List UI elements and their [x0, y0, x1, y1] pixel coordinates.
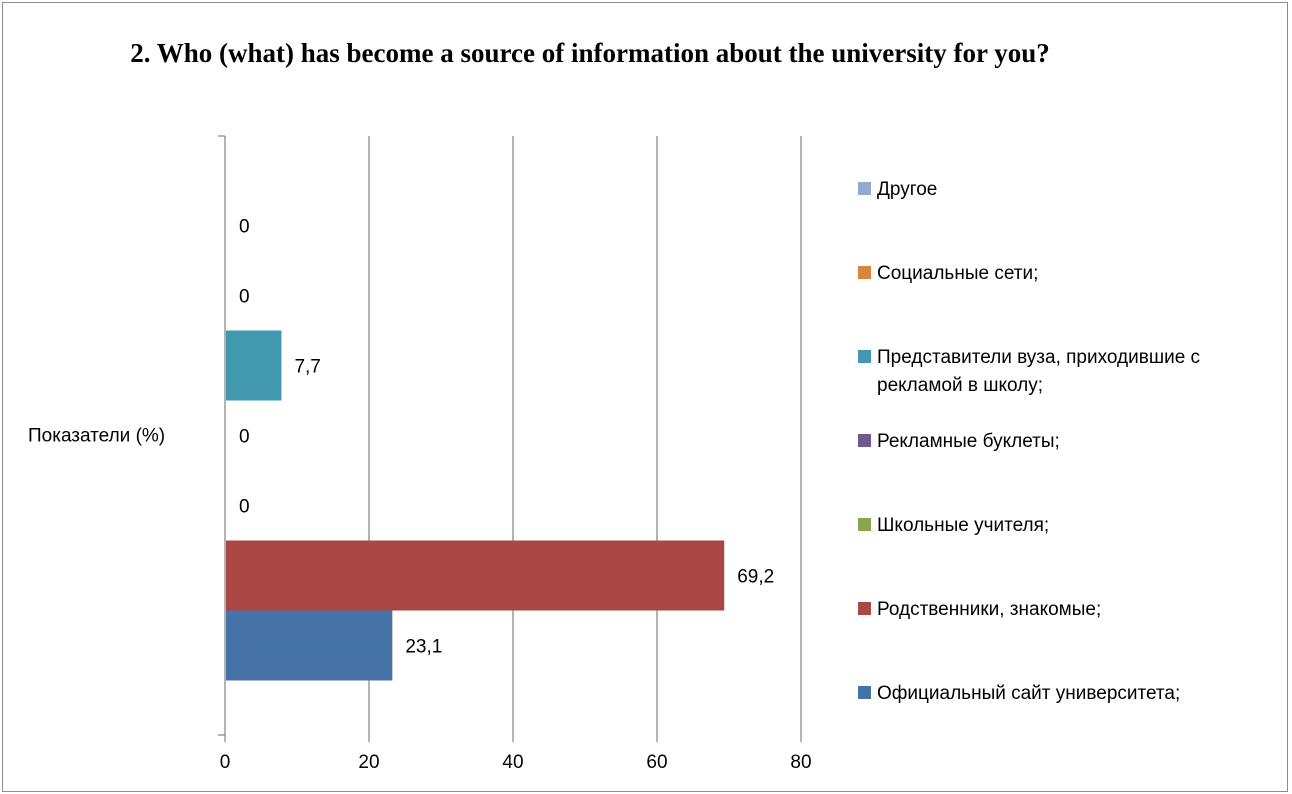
- data-label: 7,7: [294, 357, 320, 378]
- bars: [226, 330, 725, 681]
- data-label: 0: [239, 287, 250, 308]
- legend-swatch: [858, 266, 871, 279]
- legend-swatch: [858, 518, 871, 531]
- bar: [226, 330, 282, 401]
- legend-swatch: [858, 350, 871, 363]
- x-tick-label: 60: [646, 752, 667, 773]
- gridlines: [368, 136, 802, 735]
- legend-item: Другое: [858, 176, 1277, 204]
- chart-title: 2. Who (what) has become a source of inf…: [130, 38, 1050, 68]
- bar: [226, 540, 725, 611]
- bar: [226, 610, 393, 681]
- legend-swatch: [858, 182, 871, 195]
- data-label: 69,2: [737, 567, 774, 588]
- legend-label: Родственники, знакомые;: [877, 599, 1102, 620]
- x-tick-label: 20: [358, 752, 379, 773]
- legend-item: Родственники, знакомые;: [858, 596, 1277, 624]
- x-tick-label: 40: [502, 752, 523, 773]
- category-label: Показатели (%): [28, 426, 165, 447]
- data-label: 23,1: [405, 637, 442, 658]
- legend-swatch: [858, 434, 871, 447]
- legend-label: Школьные учителя;: [877, 515, 1050, 536]
- legend-label: Другое: [877, 179, 938, 200]
- legend-item: Школьные учителя;: [858, 512, 1277, 540]
- legend-label: Представители вуза, приходившие с реклам…: [877, 347, 1201, 396]
- legend-label: Социальные сети;: [877, 263, 1039, 284]
- data-label: 0: [239, 427, 250, 448]
- x-tick-label: 80: [790, 752, 811, 773]
- legend-label: Официальный сайт университета;: [877, 683, 1181, 704]
- legend-item: Социальные сети;: [858, 260, 1277, 288]
- legend-item: Официальный сайт университета;: [858, 680, 1277, 708]
- legend-item: Рекламные буклеты;: [858, 428, 1277, 456]
- legend-label: Рекламные буклеты;: [877, 431, 1060, 452]
- data-label: 0: [239, 217, 250, 238]
- legend-swatch: [858, 602, 871, 615]
- legend-item: Представители вуза, приходившие с реклам…: [858, 344, 1277, 400]
- x-tick-label: 0: [220, 752, 231, 773]
- data-labels: 23,1 69,2 0 0 7,7 0 0: [239, 217, 774, 658]
- data-label: 0: [239, 497, 250, 518]
- legend-swatch: [858, 686, 871, 699]
- axes: 0 20 40 60 80 Показатели (%): [28, 135, 812, 773]
